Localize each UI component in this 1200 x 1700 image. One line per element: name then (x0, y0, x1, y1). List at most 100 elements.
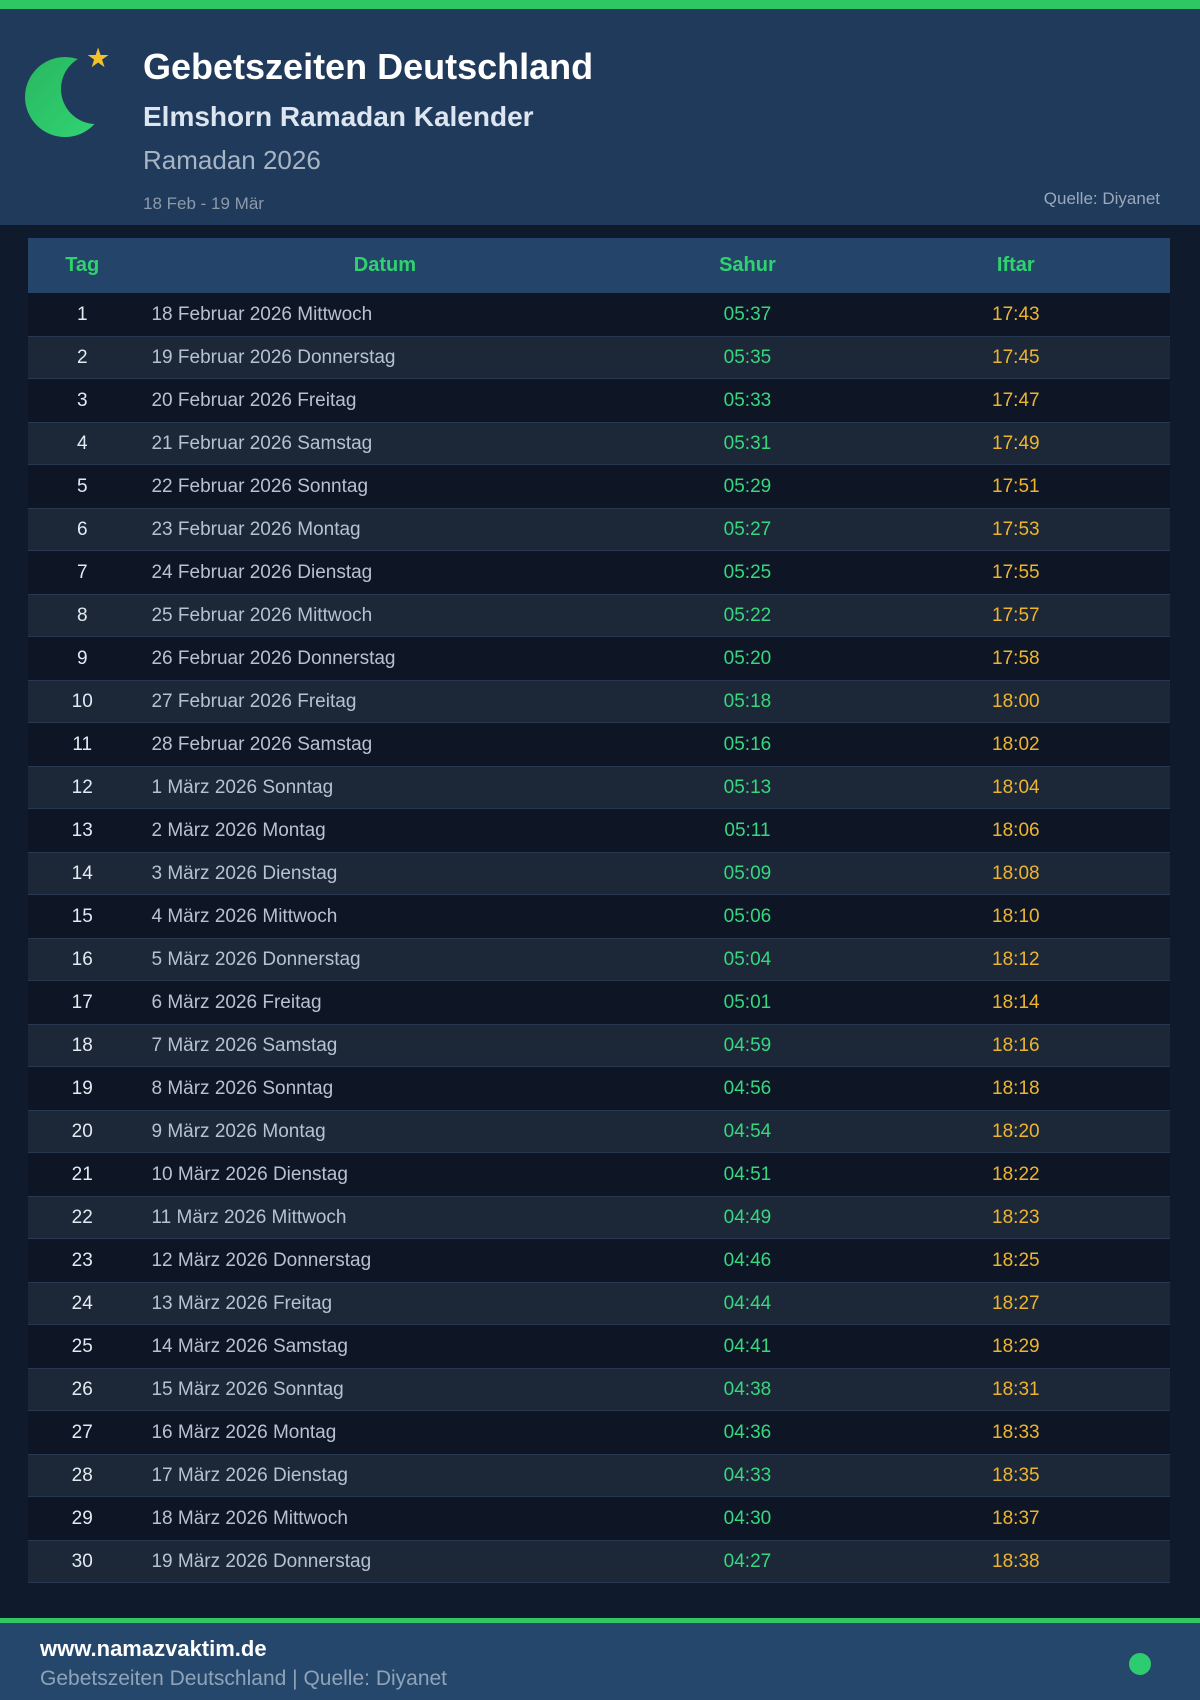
cell-datum: 24 Februar 2026 Dienstag (151, 561, 373, 583)
cell-datum: 5 März 2026 Donnerstag (151, 948, 361, 970)
cell-tag: 10 (71, 690, 93, 712)
cell-datum: 18 März 2026 Mittwoch (151, 1507, 348, 1529)
cell-datum: 26 Februar 2026 Donnerstag (151, 647, 396, 669)
table-row: 10 27 Februar 2026 Freitag 05:18 18:00 (28, 680, 1170, 723)
cell-sahur: 04:38 (723, 1378, 772, 1400)
ramadan-period: Ramadan 2026 (143, 145, 321, 175)
table-row: 28 17 März 2026 Dienstag 04:33 18:35 (28, 1454, 1170, 1497)
cell-tag: 25 (71, 1335, 93, 1357)
cell-iftar: 17:45 (992, 346, 1040, 368)
cell-datum: 4 März 2026 Mittwoch (151, 905, 338, 927)
table-row: 23 12 März 2026 Donnerstag 04:46 18:25 (28, 1239, 1170, 1282)
column-header-tag: Tag (65, 254, 100, 276)
cell-sahur: 05:20 (723, 647, 772, 669)
cell-sahur: 05:33 (723, 389, 772, 411)
cell-iftar: 18:06 (992, 819, 1040, 841)
cell-iftar: 18:20 (992, 1120, 1040, 1142)
top-accent-bar (0, 0, 1200, 9)
cell-sahur: 04:30 (723, 1507, 772, 1529)
cell-sahur: 05:01 (723, 991, 772, 1013)
cell-iftar: 18:00 (992, 690, 1040, 712)
cell-sahur: 05:25 (723, 561, 772, 583)
cell-tag: 30 (71, 1550, 93, 1572)
footer-website-link[interactable]: www.namazvaktim.de (40, 1636, 267, 1661)
cell-tag: 16 (71, 948, 93, 970)
cell-sahur: 05:18 (723, 690, 772, 712)
cell-datum: 1 März 2026 Sonntag (151, 776, 334, 798)
table-row: 13 2 März 2026 Montag 05:11 18:06 (28, 809, 1170, 852)
cell-datum: 13 März 2026 Freitag (151, 1292, 333, 1314)
cell-datum: 18 Februar 2026 Mittwoch (151, 303, 373, 325)
table-row: 5 22 Februar 2026 Sonntag 05:29 17:51 (28, 465, 1170, 508)
cell-tag: 5 (76, 475, 88, 497)
table-row: 20 9 März 2026 Montag 04:54 18:20 (28, 1110, 1170, 1153)
cell-sahur: 04:56 (723, 1077, 772, 1099)
cell-datum: 22 Februar 2026 Sonntag (151, 475, 369, 497)
table-row: 14 3 März 2026 Dienstag 05:09 18:08 (28, 852, 1170, 895)
table-row: 4 21 Februar 2026 Samstag 05:31 17:49 (28, 422, 1170, 465)
table-row: 17 6 März 2026 Freitag 05:01 18:14 (28, 981, 1170, 1024)
cell-sahur: 05:37 (723, 303, 772, 325)
cell-sahur: 04:33 (723, 1464, 772, 1486)
column-header-sahur: Sahur (719, 254, 776, 276)
cell-iftar: 18:16 (992, 1034, 1040, 1056)
table-row: 7 24 Februar 2026 Dienstag 05:25 17:55 (28, 551, 1170, 594)
page-footer: www.namazvaktim.de Gebetszeiten Deutschl… (0, 1623, 1200, 1700)
table-body: 1 18 Februar 2026 Mittwoch 05:37 17:43 2… (28, 293, 1170, 1583)
cell-datum: 11 März 2026 Mittwoch (151, 1206, 347, 1228)
cell-iftar: 18:08 (992, 862, 1040, 884)
cell-sahur: 04:51 (723, 1163, 772, 1185)
cell-iftar: 18:14 (992, 991, 1040, 1013)
prayer-times-table: Tag Datum Sahur Iftar 1 18 Februar 2026 … (28, 238, 1170, 1583)
cell-iftar: 18:31 (992, 1378, 1040, 1400)
cell-datum: 10 März 2026 Dienstag (151, 1163, 348, 1185)
cell-tag: 24 (71, 1292, 93, 1314)
table-row: 3 20 Februar 2026 Freitag 05:33 17:47 (28, 379, 1170, 422)
table-row: 1 18 Februar 2026 Mittwoch 05:37 17:43 (28, 293, 1170, 336)
cell-tag: 11 (72, 733, 93, 755)
cell-datum: 28 Februar 2026 Samstag (151, 733, 373, 755)
cell-tag: 9 (76, 647, 88, 669)
cell-tag: 27 (71, 1421, 93, 1443)
cell-tag: 6 (76, 518, 88, 540)
table-row: 19 8 März 2026 Sonntag 04:56 18:18 (28, 1067, 1170, 1110)
cell-datum: 17 März 2026 Dienstag (151, 1464, 348, 1486)
cell-datum: 20 Februar 2026 Freitag (151, 389, 357, 411)
page-title: Gebetszeiten Deutschland (143, 46, 594, 87)
cell-iftar: 18:12 (992, 948, 1040, 970)
cell-tag: 20 (71, 1120, 93, 1142)
cell-sahur: 05:31 (723, 432, 772, 454)
cell-sahur: 04:41 (723, 1335, 772, 1357)
cell-iftar: 17:57 (992, 604, 1040, 626)
column-header-iftar: Iftar (996, 254, 1035, 276)
cell-tag: 19 (71, 1077, 93, 1099)
cell-tag: 4 (76, 432, 88, 454)
cell-sahur: 04:46 (723, 1249, 772, 1271)
cell-tag: 18 (71, 1034, 93, 1056)
cell-tag: 3 (76, 389, 88, 411)
cell-iftar: 18:37 (992, 1507, 1040, 1529)
cell-sahur: 05:16 (723, 733, 772, 755)
cell-tag: 12 (71, 776, 93, 798)
page-subtitle: Elmshorn Ramadan Kalender (143, 101, 534, 132)
cell-sahur: 04:27 (723, 1550, 772, 1572)
table-row: 21 10 März 2026 Dienstag 04:51 18:22 (28, 1153, 1170, 1196)
cell-datum: 21 Februar 2026 Samstag (151, 432, 373, 454)
cell-sahur: 05:29 (723, 475, 772, 497)
cell-datum: 19 März 2026 Donnerstag (151, 1550, 372, 1572)
cell-iftar: 18:38 (992, 1550, 1040, 1572)
table-row: 22 11 März 2026 Mittwoch 04:49 18:23 (28, 1196, 1170, 1239)
footer-accent-line (0, 1618, 1200, 1623)
table-row: 15 4 März 2026 Mittwoch 05:06 18:10 (28, 895, 1170, 938)
cell-sahur: 05:27 (723, 518, 772, 540)
star-icon: ★ (86, 43, 111, 73)
cell-iftar: 17:47 (992, 389, 1040, 411)
cell-tag: 14 (71, 862, 93, 884)
cell-sahur: 05:35 (723, 346, 772, 368)
cell-sahur: 05:11 (724, 819, 771, 841)
cell-datum: 23 Februar 2026 Montag (151, 518, 361, 540)
crescent-moon-icon (23, 53, 131, 141)
table-row: 29 18 März 2026 Mittwoch 04:30 18:37 (28, 1497, 1170, 1540)
cell-datum: 16 März 2026 Montag (151, 1421, 337, 1443)
